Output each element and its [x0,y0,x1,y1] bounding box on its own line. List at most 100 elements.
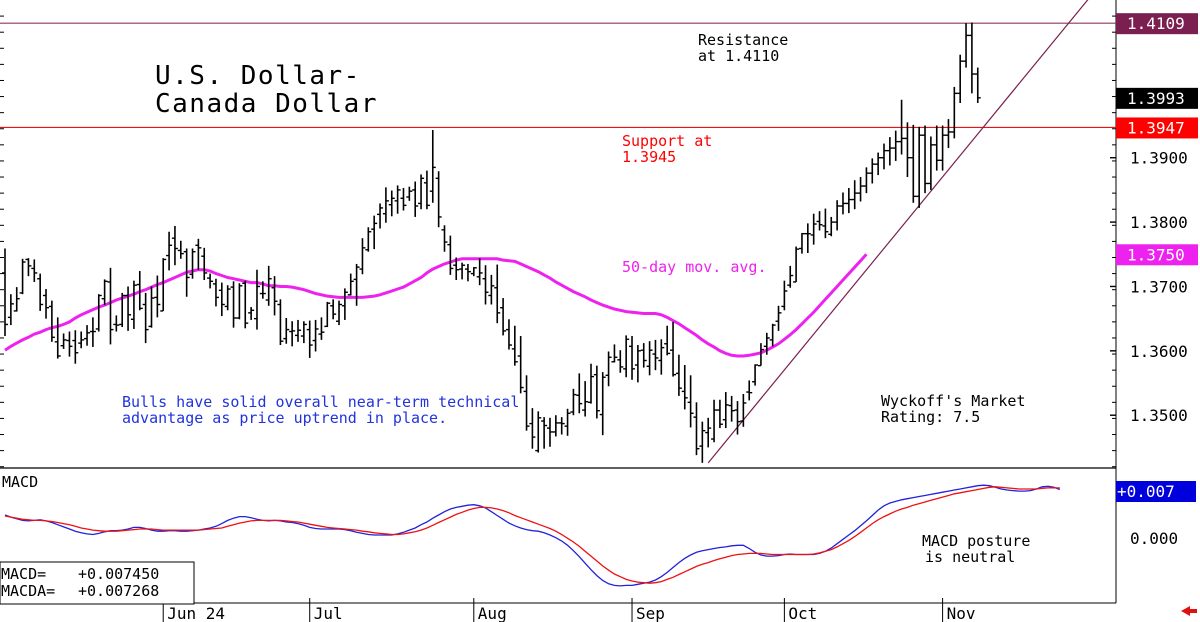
ohlc-bar [787,265,794,288]
price-badge [1116,87,1198,109]
ohlc-bar [107,267,114,345]
uptrend-line [707,0,1089,464]
ohlc-bar [89,317,96,347]
ohlc-bar [576,373,583,414]
ohlc-bar [242,280,249,329]
ohlc-bar [447,235,454,275]
bulls-note-line-1: Bulls have solid overall near-term techn… [122,393,519,411]
ohlc-bar [265,265,272,306]
price-badge [1116,244,1198,266]
ohlc-bar [716,399,723,429]
ohlc-bar [336,300,343,326]
ohlc-bar [318,317,325,340]
macd-line [4,484,1061,587]
ohlc-bar [863,167,870,194]
ohlc-bar [453,257,460,281]
price-badges: 1.4109 1.3993 1.3947 1.3750 [1116,13,1198,266]
date-label: Jun 24 [167,604,225,622]
ohlc-bar [7,294,14,326]
ohlc-bar [740,393,747,427]
ohlc-bar [341,288,348,320]
price-label: 1.3500 [1130,406,1188,425]
ohlc-bar [13,287,20,312]
moving-average-group [4,253,868,358]
ohlc-bar [230,281,237,328]
ohlc-bar [37,273,44,311]
ohlc-bar [845,187,852,214]
moving-average-label: 50-day mov. avg. [622,258,767,276]
price-badge [1116,117,1198,139]
ohlc-bar [922,125,929,194]
ohlc-bar [757,343,764,367]
ohlc-bar [171,225,178,266]
ohlc-bar [259,281,266,299]
ohlc-bar [658,339,665,375]
ohlc-bar [734,401,741,435]
ohlc-bar [48,300,55,342]
ohlc-bar [681,365,688,410]
macda-readout-label: MACDA= [1,582,55,600]
ohlc-bar [189,248,196,279]
ohlc-bar [66,331,73,357]
ohlc-bar [605,351,612,387]
ohlc-bar [19,258,26,295]
chart-title-line-1: U.S. Dollar- [155,61,361,91]
ohlc-bar [236,283,243,320]
macd-readout-label: MACD= [1,565,46,583]
ohlc-bar [136,271,143,311]
macd-posture-line-1: MACD posture [922,532,1030,550]
ohlc-bar [834,200,841,231]
ohlc-bar [798,232,805,254]
ohlc-bar [365,227,372,252]
ohlc-bar [470,267,477,277]
ohlc-bar [869,158,876,184]
ohlc-bar [253,269,260,330]
price-badge [1116,13,1198,35]
ohlc-bar [781,280,788,311]
ohlc-bar [570,388,577,416]
ohlc-bar [828,216,835,237]
ohlc-bar [775,305,782,331]
ohlc-bar [957,54,964,103]
ohlc-bar [31,259,38,282]
ohlc-bar [951,86,958,139]
ohlc-bar [728,395,735,422]
ohlc-bar [418,174,425,210]
resistance-label-line-2: at 1.4110 [698,47,779,65]
price-axis-labels: 1.3500 1.3600 1.3700 1.3800 1.3900 [1130,149,1188,425]
ohlc-bar [851,180,858,210]
ohlc-bar [166,231,173,271]
ohlc-bar [939,125,946,171]
ohlc-bar [125,286,132,331]
support-label-line-2: 1.3945 [622,148,676,166]
ohlc-bar [769,323,776,347]
back-arrow-icon[interactable] [1181,606,1197,616]
ohlc-bar [72,330,79,364]
rating-line-2: Rating: 7.5 [881,408,980,426]
ohlc-bar [207,273,214,289]
ohlc-bar [154,275,161,318]
ohlc-bar [441,225,448,252]
moving-average-line [4,253,868,358]
macd-average-line [4,486,1060,584]
ohlc-bar [394,185,401,214]
ohlc-bar [711,399,718,443]
ohlc-bar [119,292,126,328]
ohlc-bar [54,317,61,359]
support-label-line-1: Support at [622,132,712,150]
price-bars [2,22,981,463]
ohlc-bar [183,248,190,297]
macd-readout-box [0,561,195,605]
ohlc-bar [839,192,846,215]
ohlc-bar [804,223,811,253]
macd-panel-title: MACD [2,473,38,491]
ohlc-bar [652,339,659,371]
ohlc-bar [95,294,102,332]
ohlc-bar [177,240,184,259]
ohlc-bar [435,171,442,228]
date-label: Sep [636,604,665,622]
ohlc-bar [886,137,893,166]
ohlc-bar [564,408,571,436]
ohlc-bar [881,143,887,170]
ohlc-bar [406,186,413,201]
